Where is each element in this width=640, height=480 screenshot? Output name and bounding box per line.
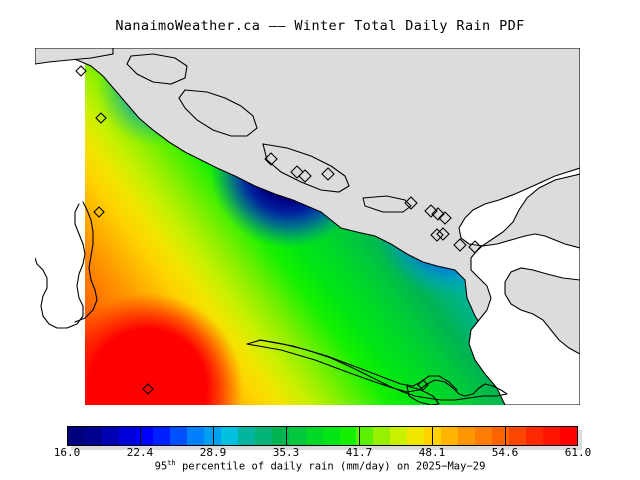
coastline-island-lobe: [406, 385, 440, 405]
colorbar-tick-label-0: 16.0: [53, 446, 81, 459]
colorbar-band-16: [339, 427, 357, 445]
caption-suffix: percentile of daily rain (mm/day) on 202…: [175, 460, 486, 473]
colorbar-band-25: [492, 427, 510, 445]
coastline-island-chain: [246, 339, 508, 401]
colorbar-band-27: [526, 427, 544, 445]
station-markers[interactable]: [75, 65, 482, 395]
colorbar: [67, 426, 582, 450]
caption-superscript: th: [167, 459, 176, 467]
station-marker[interactable]: [93, 206, 105, 218]
colorbar-band-6: [169, 427, 187, 445]
colorbar-band-21: [424, 427, 442, 445]
station-marker[interactable]: [417, 379, 429, 391]
station-marker[interactable]: [436, 227, 450, 241]
colorbar-gradient[interactable]: [67, 426, 578, 446]
colorbar-band-28: [543, 427, 561, 445]
station-marker[interactable]: [298, 169, 312, 183]
map-contour-plot: [35, 48, 580, 405]
colorbar-tick-label-3: 35.3: [272, 446, 300, 459]
caption-prefix: 95: [154, 460, 168, 473]
station-marker[interactable]: [424, 204, 438, 218]
station-marker[interactable]: [468, 240, 482, 254]
colorbar-tick-label-1: 22.4: [126, 446, 154, 459]
water-inlet-east: [458, 167, 580, 405]
colorbar-band-11: [254, 427, 272, 445]
coastline-outlines: [35, 201, 508, 405]
station-marker[interactable]: [95, 112, 107, 124]
station-marker[interactable]: [404, 196, 418, 210]
colorbar-band-4: [135, 427, 153, 445]
station-marker[interactable]: [430, 228, 444, 242]
colorbar-band-8: [203, 427, 221, 445]
colorbar-band-0: [68, 427, 85, 445]
page-title: NanaimoWeather.ca —— Winter Total Daily …: [115, 18, 525, 34]
colorbar-band-2: [101, 427, 119, 445]
colorbar-band-18: [373, 427, 391, 445]
colorbar-band-3: [118, 427, 136, 445]
colorbar-tick-label-5: 48.1: [418, 446, 446, 459]
coastline-island-chain-inner: [258, 339, 458, 391]
colorbar-band-15: [322, 427, 340, 445]
station-marker[interactable]: [142, 383, 154, 395]
colorbar-band-22: [441, 427, 459, 445]
station-marker[interactable]: [438, 211, 452, 225]
colorbar-band-17: [356, 427, 374, 445]
colorbar-caption: 95th percentile of daily rain (mm/day) o…: [0, 459, 640, 473]
station-marker[interactable]: [453, 238, 467, 252]
colorbar-band-24: [475, 427, 493, 445]
colorbar-band-23: [458, 427, 476, 445]
colorbar-band-10: [237, 427, 255, 445]
land-island-north-b: [178, 89, 258, 137]
colorbar-band-13: [288, 427, 306, 445]
colorbar-tick-labels: 16.0 22.4 28.9 35.3 41.7 48.1 54.6 61.0: [54, 446, 592, 460]
colorbar-band-14: [305, 427, 323, 445]
colorbar-band-29: [560, 427, 578, 445]
map-panel[interactable]: [35, 48, 580, 405]
colorbar-band-5: [152, 427, 170, 445]
land-polygons: [35, 48, 580, 405]
colorbar-tick-label-6: 54.6: [491, 446, 519, 459]
land-lagoon-sliver: [362, 195, 412, 213]
colorbar-tick-label-4: 41.7: [345, 446, 373, 459]
station-marker[interactable]: [264, 152, 278, 166]
colorbar-tick-label-2: 28.9: [199, 446, 227, 459]
land-northwest-spit: [35, 48, 114, 65]
colorbar-band-26: [509, 427, 527, 445]
station-marker[interactable]: [321, 167, 335, 181]
colorbar-band-9: [220, 427, 238, 445]
station-marker[interactable]: [75, 65, 87, 77]
coastline-west-shore-inner: [74, 201, 98, 323]
station-marker[interactable]: [431, 207, 445, 221]
colorbar-band-20: [407, 427, 425, 445]
colorbar-band-19: [390, 427, 408, 445]
colorbar-band-12: [271, 427, 289, 445]
colorbar-tick-label-7: 61.0: [564, 446, 592, 459]
colorbar-band-1: [84, 427, 102, 445]
land-island-north-a: [126, 53, 188, 85]
colorbar-band-7: [186, 427, 204, 445]
